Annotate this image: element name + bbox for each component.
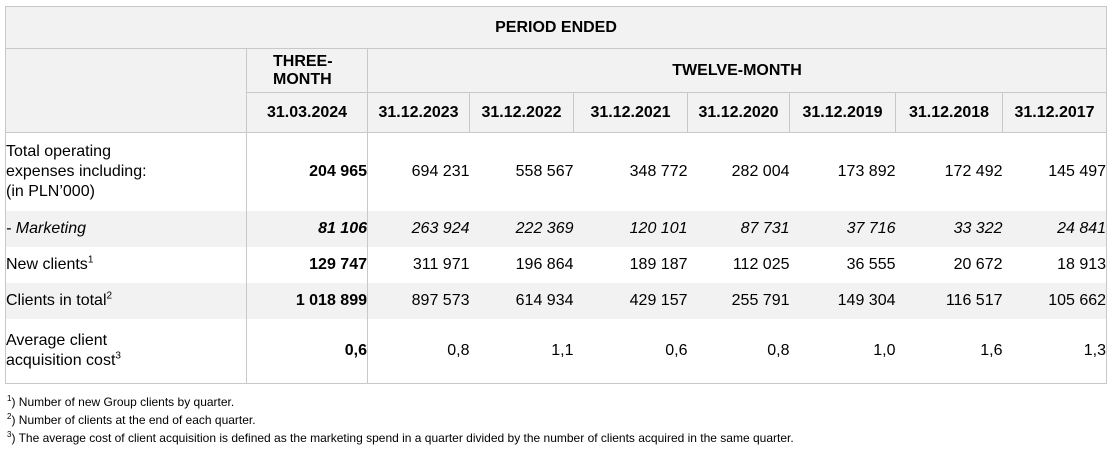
table-row: Clients in total2 1 018 899 897 573 614 … xyxy=(5,283,1108,319)
label-line: expenses including: xyxy=(6,163,147,180)
cell-value: 348 772 xyxy=(573,132,688,211)
footnotes: 1) Number of new Group clients by quarte… xyxy=(7,393,794,447)
date-header: 31.12.2018 xyxy=(895,92,1003,133)
cell-value: 311 971 xyxy=(367,247,470,283)
label-line: (in PLN’000) xyxy=(6,183,95,200)
cell-value: 1,0 xyxy=(789,319,896,384)
cell-value: 18 913 xyxy=(1002,247,1108,283)
cell-value: 614 934 xyxy=(469,283,574,319)
row-label: Average client acquisition cost3 xyxy=(5,319,247,384)
footnote-ref: 3 xyxy=(115,350,121,362)
row-label: Clients in total2 xyxy=(5,283,247,319)
cell-value: 897 573 xyxy=(367,283,470,319)
row-label: New clients1 xyxy=(5,247,247,283)
footnote: 3) The average cost of client acquisitio… xyxy=(7,429,794,447)
label-line: acquisition cost xyxy=(6,352,116,369)
cell-value: 204 965 xyxy=(246,132,368,211)
cell-value: 87 731 xyxy=(687,211,790,247)
cell-value: 1,3 xyxy=(1002,319,1108,384)
twelve-month-header: TWELVE-MONTH xyxy=(366,48,1108,93)
label-line: Total operating xyxy=(6,143,111,160)
cell-value: 429 157 xyxy=(573,283,688,319)
empty-corner-cell xyxy=(5,48,247,133)
table-row: New clients1 129 747 311 971 196 864 189… xyxy=(5,247,1108,283)
cell-value: 172 492 xyxy=(895,132,1003,211)
cell-value: 24 841 xyxy=(1002,211,1108,247)
date-header: 31.12.2021 xyxy=(573,92,688,133)
period-ended-header: PERIOD ENDED xyxy=(4,6,1108,49)
cell-value: 120 101 xyxy=(573,211,688,247)
cell-value: 112 025 xyxy=(687,247,790,283)
label-text: Clients in total xyxy=(6,292,107,309)
row-label: Total operating expenses including: (in … xyxy=(5,132,247,211)
label-text: New clients xyxy=(6,256,88,273)
cell-value: 116 517 xyxy=(895,283,1003,319)
operating-data-table: PERIOD ENDED THREE- MONTH TWELVE-MONTH 31… xyxy=(4,6,1108,384)
cell-value: 129 747 xyxy=(246,247,368,283)
footnote-text: ) The average cost of client acquisition… xyxy=(11,431,794,445)
cell-value: 1,6 xyxy=(895,319,1003,384)
cell-value: 149 304 xyxy=(789,283,896,319)
cell-value: 0,6 xyxy=(246,319,368,384)
table-row: Average client acquisition cost3 0,6 0,8… xyxy=(5,319,1108,384)
date-header: 31.12.2019 xyxy=(789,92,896,133)
footnote-ref: 2 xyxy=(106,290,113,302)
cell-value: 37 716 xyxy=(789,211,896,247)
cell-value: 694 231 xyxy=(367,132,470,211)
cell-value: 145 497 xyxy=(1002,132,1108,211)
footnote-ref: 1 xyxy=(87,254,94,266)
date-header: 31.12.2020 xyxy=(687,92,790,133)
cell-value: 36 555 xyxy=(789,247,896,283)
cell-value: 173 892 xyxy=(789,132,896,211)
date-header: 31.12.2017 xyxy=(1001,92,1108,133)
footnote-mark: 1 xyxy=(7,394,12,403)
footnote: 2) Number of clients at the end of each … xyxy=(7,411,794,429)
cell-value: 222 369 xyxy=(469,211,574,247)
cell-value: 33 322 xyxy=(895,211,1003,247)
date-header: 31.12.2022 xyxy=(469,92,574,133)
row-label: - Marketing xyxy=(5,211,247,247)
date-header: 31.03.2024 xyxy=(246,92,368,133)
footnote-text: ) Number of clients at the end of each q… xyxy=(11,413,256,427)
date-header: 31.12.2023 xyxy=(367,92,470,133)
cell-value: 105 662 xyxy=(1002,283,1108,319)
cell-value: 20 672 xyxy=(895,247,1003,283)
cell-value: 81 106 xyxy=(246,211,368,247)
cell-value: 0,8 xyxy=(687,319,790,384)
cell-value: 263 924 xyxy=(367,211,470,247)
cell-value: 1 018 899 xyxy=(246,283,368,319)
footnote-text: ) Number of new Group clients by quarter… xyxy=(11,395,235,409)
cell-value: 255 791 xyxy=(687,283,790,319)
cell-value: 0,6 xyxy=(573,319,688,384)
cell-value: 282 004 xyxy=(687,132,790,211)
three-month-header: THREE- MONTH xyxy=(246,48,368,93)
cell-value: 558 567 xyxy=(469,132,574,211)
label-line: Average client xyxy=(6,332,108,349)
footnote: 1) Number of new Group clients by quarte… xyxy=(7,393,794,411)
cell-value: 196 864 xyxy=(469,247,574,283)
cell-value: 0,8 xyxy=(367,319,470,384)
footnote-mark: 2 xyxy=(7,412,12,421)
footnote-mark: 3 xyxy=(7,430,12,439)
cell-value: 1,1 xyxy=(469,319,574,384)
cell-value: 189 187 xyxy=(573,247,688,283)
table-row: - Marketing 81 106 263 924 222 369 120 1… xyxy=(5,211,1108,247)
table-row: Total operating expenses including: (in … xyxy=(5,132,1108,211)
